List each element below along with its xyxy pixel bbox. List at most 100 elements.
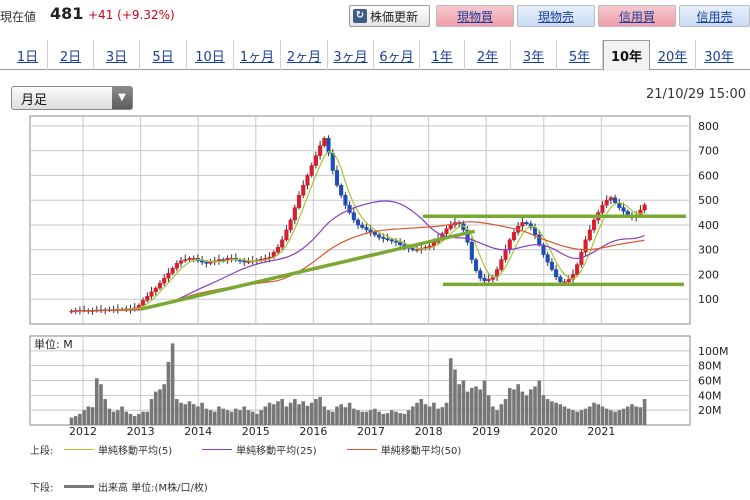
candle-body: [280, 239, 285, 248]
volume-bar: [284, 406, 289, 425]
volume-bar: [255, 413, 259, 425]
candle-body: [246, 261, 251, 263]
volume-bar: [263, 406, 268, 425]
candle-body: [309, 165, 314, 176]
volume-bar: [499, 404, 504, 425]
volume-bar: [550, 401, 554, 425]
volume-bar: [276, 401, 280, 425]
tab-3d[interactable]: 3日: [94, 40, 140, 70]
legend-line-ma50: [346, 448, 377, 450]
candle-body: [330, 152, 335, 171]
candle-body: [558, 276, 563, 283]
candle-body: [355, 219, 361, 226]
volume-bar: [335, 406, 339, 425]
candle-body: [318, 145, 323, 156]
tab-1d[interactable]: 1日: [8, 40, 48, 70]
tab-20y[interactable]: 20年: [650, 40, 696, 70]
volume-tick-label: 100M: [698, 345, 729, 358]
volume-bar: [533, 386, 537, 425]
volume-bar: [613, 411, 617, 425]
chart-period-select[interactable]: 月足 ▼: [11, 86, 133, 110]
volume-bar: [107, 408, 112, 425]
refresh-price-button[interactable]: ↻ 株価更新: [349, 5, 430, 27]
tab-1y[interactable]: 1年: [420, 40, 465, 70]
volume-bar: [183, 404, 188, 425]
candle-body: [183, 259, 188, 262]
volume-bar: [609, 410, 613, 425]
volume-bar: [318, 396, 322, 425]
candle-body: [465, 229, 470, 243]
candle-body: [204, 261, 209, 264]
volume-bar: [162, 384, 166, 425]
candle-body: [507, 239, 512, 250]
volume-tick-label: 40M: [698, 389, 722, 402]
candle-body: [305, 175, 310, 186]
volume-bar: [360, 411, 365, 425]
volume-bar: [389, 410, 394, 425]
tab-10y[interactable]: 10年: [603, 40, 650, 71]
volume-bar: [322, 406, 327, 425]
candle-body: [503, 249, 508, 260]
volume-bar: [600, 406, 605, 425]
volume-bar: [137, 413, 141, 425]
tab-10d[interactable]: 10日: [187, 40, 234, 70]
volume-bar: [554, 402, 558, 425]
legend-line-ma5: [64, 448, 94, 450]
volume-bar: [259, 410, 263, 425]
candle-body: [191, 258, 196, 260]
tab-30y[interactable]: 30年: [704, 49, 734, 65]
volume-bar: [242, 406, 247, 425]
tab-2m[interactable]: 2ヶ月: [281, 40, 328, 70]
volume-bar: [440, 407, 445, 425]
margin-sell-button[interactable]: 信用売: [679, 5, 750, 27]
candle-body: [174, 263, 179, 269]
tab-3m[interactable]: 3ヶ月: [328, 40, 374, 70]
volume-bar: [604, 408, 609, 425]
tab-2y[interactable]: 2年: [465, 40, 511, 70]
tab-6m[interactable]: 6ヶ月: [374, 40, 420, 70]
volume-bar: [571, 410, 575, 425]
tab-2d[interactable]: 2日: [48, 40, 94, 70]
volume-bar: [457, 384, 461, 425]
rising-trendline: [140, 229, 476, 311]
tab-5y[interactable]: 5年: [557, 40, 603, 70]
price-tick-label: 300: [698, 244, 719, 257]
candle-body: [549, 261, 554, 270]
period-select-value: 月足: [21, 92, 48, 108]
volume-bar: [309, 402, 314, 425]
volume-bar: [583, 408, 588, 425]
volume-bar: [373, 408, 377, 425]
margin-buy-button[interactable]: 信用買: [598, 5, 676, 27]
refresh-icon: ↻: [353, 9, 367, 23]
volume-bar: [326, 410, 331, 425]
candle-body: [166, 272, 171, 279]
cash-buy-button[interactable]: 現物買: [436, 5, 514, 27]
volume-bar: [529, 389, 533, 425]
legend-ma50-label: 単純移動平均(50): [380, 445, 462, 457]
candle-body: [296, 194, 302, 208]
volume-tick-label: 80M: [698, 360, 722, 373]
volume-tick-label: 20M: [698, 404, 722, 417]
volume-bar: [246, 410, 251, 425]
cash-sell-button[interactable]: 現物売: [517, 5, 595, 27]
candle-body: [486, 279, 491, 281]
tab-3y[interactable]: 3年: [511, 40, 557, 70]
volume-bar: [82, 410, 86, 425]
tab-1m[interactable]: 1ヶ月: [234, 40, 281, 70]
candle-body: [157, 282, 163, 289]
tab-5d[interactable]: 5日: [140, 40, 187, 70]
volume-bar: [411, 406, 415, 425]
volume-bar: [352, 408, 356, 425]
candle-body: [410, 248, 415, 250]
candle-body: [600, 204, 605, 213]
candle-body: [575, 264, 580, 275]
volume-bar: [545, 399, 550, 425]
candle-body: [608, 197, 613, 201]
legend-line-ma25: [202, 448, 233, 450]
volume-bar: [124, 411, 129, 425]
candle-body: [583, 239, 588, 253]
volume-bar: [271, 404, 276, 425]
candle-body: [200, 260, 205, 263]
